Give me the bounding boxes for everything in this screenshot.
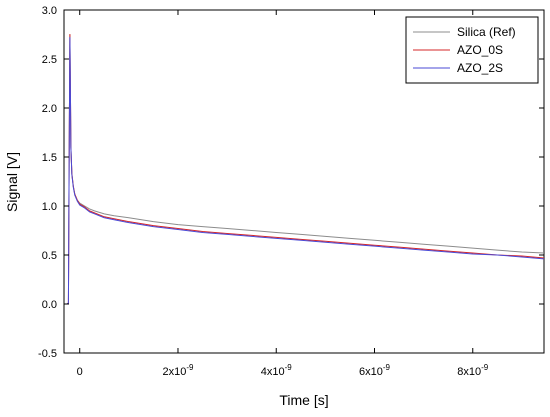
x-axis: 0 2x10-9 4x10-9 6x10-9 8x10-9 (77, 10, 489, 378)
y-tick-label: 1.5 (42, 152, 57, 164)
legend-label-azo-0s: AZO_0S (457, 43, 503, 57)
series-line-azo-2s (64, 36, 545, 305)
legend-label-silica: Silica (Ref) (457, 25, 516, 39)
y-tick-label: 0.0 (42, 299, 57, 311)
y-tick-label: -0.5 (38, 348, 57, 360)
x-axis-label: Time [s] (279, 392, 328, 408)
y-tick-label: 2.5 (42, 54, 57, 66)
y-tick-label: 0.5 (42, 250, 57, 262)
y-tick-label: 2.0 (42, 103, 57, 115)
y-axis-label: Signal [V] (4, 152, 20, 212)
x-tick-label: 2x10-9 (162, 363, 194, 378)
x-tick-label: 4x10-9 (261, 363, 293, 378)
series-layer (64, 34, 545, 305)
y-tick-label: 1.0 (42, 201, 57, 213)
legend: Silica (Ref) AZO_0S AZO_2S (405, 16, 539, 84)
plot-frame (63, 9, 545, 354)
x-tick-label: 0 (77, 366, 83, 378)
legend-label-azo-2s: AZO_2S (457, 61, 503, 75)
y-tick-label: 3.0 (42, 5, 57, 17)
x-tick-label: 6x10-9 (359, 363, 391, 378)
x-tick-label: 8x10-9 (457, 363, 489, 378)
y-axis: -0.5 0.0 0.5 1.0 1.5 2.0 2.5 3.0 (38, 5, 544, 360)
